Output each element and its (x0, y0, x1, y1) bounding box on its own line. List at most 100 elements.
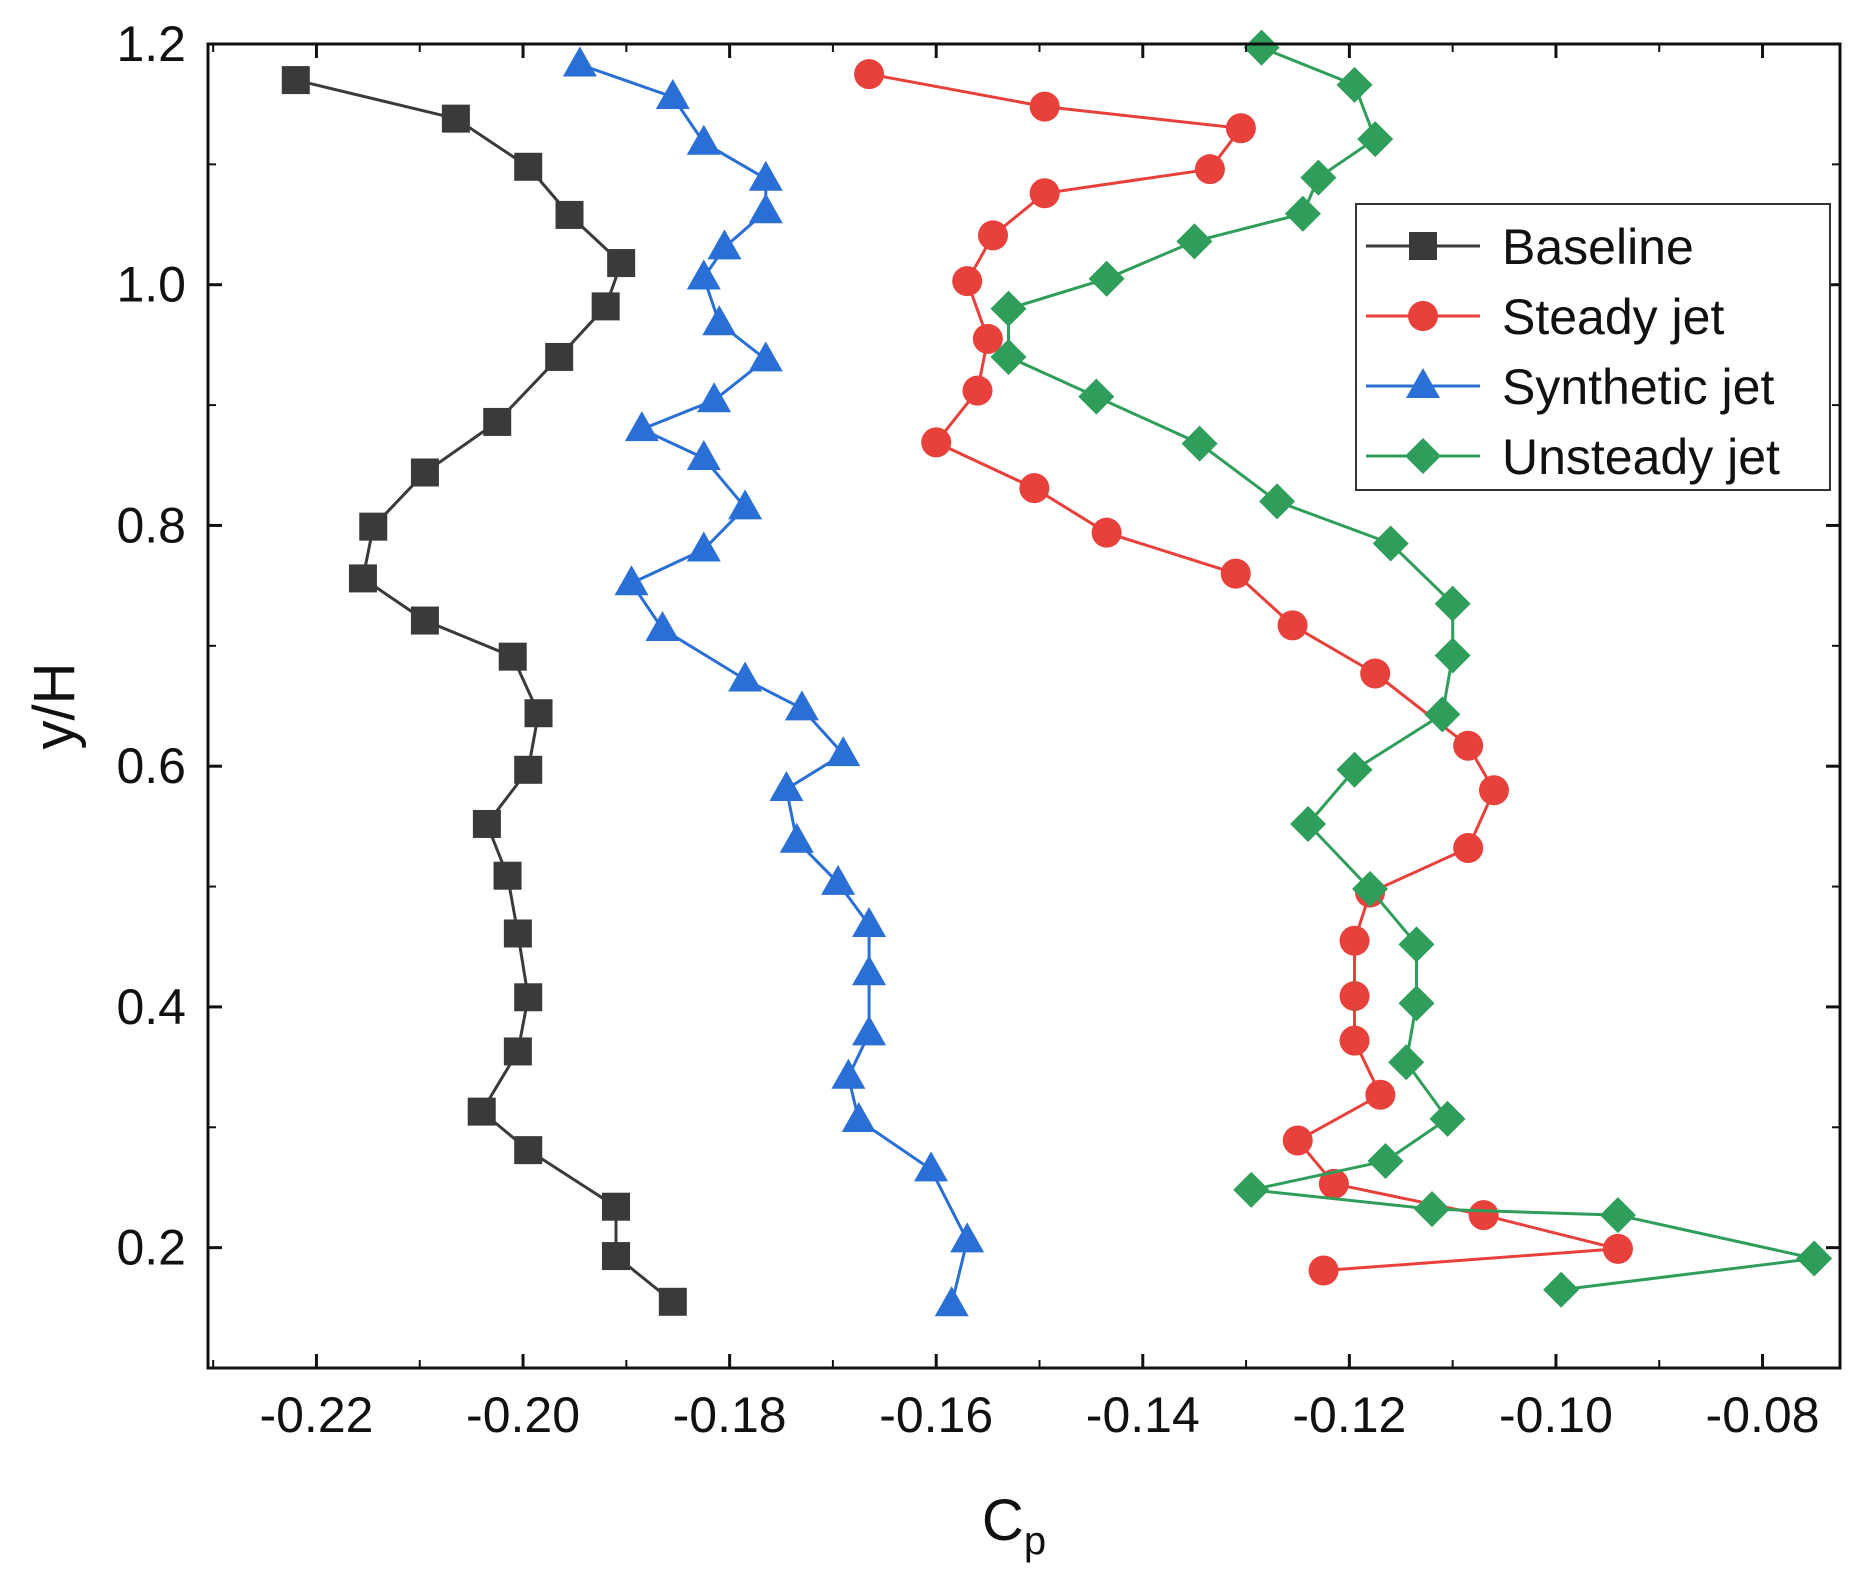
data-point-synthetic-jet (686, 531, 721, 562)
data-point-steady-jet (1318, 1168, 1349, 1199)
data-point-steady-jet (1277, 610, 1308, 641)
data-point-synthetic-jet (624, 411, 659, 442)
data-point-unsteady-jet (1284, 195, 1321, 232)
legend-label-steady-jet: Steady jet (1502, 289, 1724, 345)
data-point-unsteady-jet (1543, 1271, 1580, 1308)
data-point-synthetic-jet (645, 610, 680, 641)
data-point-steady-jet (1339, 981, 1370, 1012)
data-point-baseline (545, 342, 574, 371)
data-point-synthetic-jet (655, 78, 690, 109)
data-point-synthetic-jet (769, 771, 804, 802)
legend-marker-synthetic-jet (1406, 368, 1440, 398)
data-point-synthetic-jet (686, 259, 721, 290)
data-point-baseline (514, 983, 543, 1012)
x-tick-label: -0.20 (466, 1387, 580, 1443)
data-point-unsteady-jet (1429, 1100, 1466, 1137)
data-point-unsteady-jet (990, 290, 1027, 327)
data-point-baseline (555, 200, 584, 229)
data-point-synthetic-jet (748, 341, 783, 372)
data-point-synthetic-jet (841, 1102, 876, 1133)
data-point-steady-jet (952, 266, 983, 297)
x-tick-label: -0.16 (879, 1387, 993, 1443)
data-point-synthetic-jet (852, 907, 887, 938)
data-point-steady-jet (1029, 178, 1060, 209)
data-point-synthetic-jet (702, 305, 737, 336)
data-point-steady-jet (1220, 558, 1251, 589)
data-point-steady-jet (921, 427, 952, 458)
data-point-steady-jet (1308, 1255, 1339, 1286)
data-point-synthetic-jet (852, 955, 887, 986)
x-tick-label: -0.10 (1499, 1387, 1613, 1443)
x-tick-label: -0.12 (1292, 1387, 1406, 1443)
data-point-unsteady-jet (1088, 260, 1125, 297)
data-point-baseline (472, 809, 501, 838)
data-point-baseline (467, 1097, 496, 1126)
data-point-baseline (514, 152, 543, 181)
data-point-baseline (514, 1136, 543, 1165)
y-tick-label: 0.8 (116, 497, 186, 553)
legend-item-baseline: Baseline (1366, 219, 1694, 275)
data-point-unsteady-jet (1434, 637, 1471, 674)
data-point-baseline (410, 606, 439, 635)
data-point-steady-jet (1602, 1233, 1633, 1264)
data-point-synthetic-jet (614, 565, 649, 596)
data-point-steady-jet (1453, 730, 1484, 761)
data-point-synthetic-jet (686, 124, 721, 155)
legend-marker-steady-jet (1408, 301, 1438, 331)
data-point-synthetic-jet (934, 1286, 969, 1317)
data-point-baseline (602, 1242, 630, 1271)
data-point-steady-jet (1019, 473, 1050, 504)
legend-label-baseline: Baseline (1502, 219, 1694, 275)
data-point-steady-jet (1091, 517, 1122, 548)
data-point-synthetic-jet (852, 1015, 887, 1046)
data-point-synthetic-jet (784, 690, 819, 721)
data-point-steady-jet (1453, 833, 1484, 864)
data-point-synthetic-jet (821, 864, 856, 895)
x-tick-label: -0.08 (1706, 1387, 1820, 1443)
data-point-steady-jet (972, 323, 1003, 354)
data-point-steady-jet (1339, 925, 1370, 956)
data-point-baseline (359, 512, 388, 541)
series-layer (281, 29, 1833, 1317)
data-point-steady-jet (1468, 1200, 1499, 1231)
data-point-unsteady-jet (990, 338, 1027, 375)
data-point-baseline (348, 564, 377, 593)
x-tick-label: -0.22 (259, 1387, 373, 1443)
data-point-synthetic-jet (748, 193, 783, 224)
data-point-synthetic-jet (831, 1058, 866, 1089)
data-point-unsteady-jet (1176, 223, 1213, 260)
data-point-unsteady-jet (1398, 926, 1435, 963)
data-point-steady-jet (962, 375, 993, 406)
data-point-synthetic-jet (950, 1222, 985, 1253)
data-point-synthetic-jet (748, 160, 783, 191)
data-point-unsteady-jet (1398, 985, 1435, 1022)
data-point-steady-jet (1339, 1025, 1370, 1056)
x-axis-title: Cp (982, 1488, 1046, 1563)
data-point-synthetic-jet (728, 489, 763, 520)
series-synthetic-jet (562, 46, 985, 1317)
data-point-unsteady-jet (1357, 121, 1394, 158)
data-point-unsteady-jet (1300, 159, 1337, 196)
x-axis-title-subscript: p (1024, 1519, 1046, 1563)
data-point-unsteady-jet (1290, 805, 1327, 842)
data-point-unsteady-jet (1414, 1191, 1450, 1228)
legend-item-steady-jet: Steady jet (1366, 289, 1724, 345)
data-point-baseline (524, 699, 553, 728)
series-line-steady-jet (868, 72, 1619, 1272)
y-tick-label: 0.2 (116, 1220, 186, 1276)
data-point-unsteady-jet (1078, 378, 1115, 415)
data-point-unsteady-jet (1181, 425, 1218, 462)
y-tick-label: 1.2 (116, 16, 186, 72)
data-point-synthetic-jet (728, 661, 763, 692)
data-point-baseline (503, 1037, 532, 1066)
data-point-unsteady-jet (1336, 66, 1373, 103)
data-point-baseline (503, 919, 532, 948)
y-tick-label: 1.0 (116, 257, 186, 313)
data-point-unsteady-jet (1388, 1044, 1425, 1081)
data-point-baseline (493, 861, 522, 890)
data-point-baseline (281, 66, 310, 95)
data-point-steady-jet (978, 220, 1009, 251)
data-point-baseline (410, 458, 439, 487)
data-point-steady-jet (1029, 91, 1060, 122)
